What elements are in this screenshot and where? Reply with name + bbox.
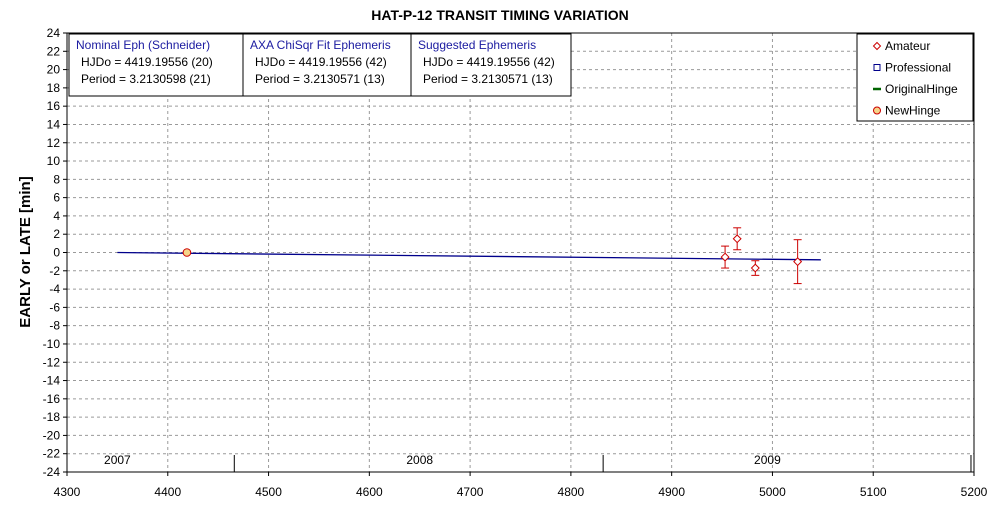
amateur-point — [793, 257, 803, 267]
ephemeris-period: Period = 3.2130598 (21) — [81, 72, 211, 86]
y-tick-label: 24 — [47, 26, 61, 40]
y-tick-label: -20 — [43, 428, 61, 442]
y-tick-label: 22 — [47, 44, 61, 58]
x-tick-label: 4400 — [154, 485, 181, 499]
y-tick-label: -22 — [43, 447, 61, 461]
legend-label: OriginalHinge — [885, 82, 958, 96]
x-tick-label: 4900 — [658, 485, 685, 499]
ephemeris-fit-line — [117, 251, 821, 261]
y-tick-label: 16 — [47, 99, 61, 113]
y-tick-label: 12 — [47, 136, 61, 150]
y-tick-label: 6 — [53, 191, 60, 205]
x-tick-label: 4500 — [255, 485, 282, 499]
amateur-point — [720, 252, 730, 262]
ephemeris-hjdo: HJDo = 4419.19556 (20) — [81, 55, 213, 69]
x-tick-label: 4300 — [54, 485, 81, 499]
x-tick-label: 4700 — [457, 485, 484, 499]
y-tick-label: -6 — [49, 300, 60, 314]
y-tick-label: -2 — [49, 264, 60, 278]
ephemeris-hjdo: HJDo = 4419.19556 (42) — [423, 55, 555, 69]
legend-label: Professional — [885, 61, 951, 75]
x-tick-label: 4800 — [558, 485, 585, 499]
x-tick-label: 5100 — [860, 485, 887, 499]
ephemeris-info-panel: Nominal Eph (Schneider) HJDo = 4419.19556… — [68, 33, 572, 97]
year-markers: 2007 2008 2009 — [104, 453, 972, 472]
y-tick-label: -18 — [43, 410, 61, 424]
legend-marker-amateur — [872, 41, 882, 51]
y-tick-label: -4 — [49, 282, 60, 296]
y-tick-label: 2 — [53, 227, 60, 241]
x-tick-label: 5200 — [961, 485, 988, 499]
chart-title: HAT-P-12 TRANSIT TIMING VARIATION — [371, 7, 628, 23]
y-tick-label: -8 — [49, 319, 60, 333]
legend-marker-newhinge — [873, 106, 881, 115]
y-tick-label: 8 — [53, 172, 60, 186]
y-tick-label: 4 — [53, 209, 60, 223]
legend-marker-professional — [873, 64, 881, 71]
ephemeris-heading: Nominal Eph (Schneider) — [76, 38, 210, 52]
y-tick-label: 14 — [47, 117, 61, 131]
legend: Amateur Professional OriginalHinge NewHinge — [856, 33, 974, 122]
ephemeris-period: Period = 3.2130571 (13) — [423, 72, 553, 86]
y-tick-label: 10 — [47, 154, 61, 168]
grid — [67, 33, 974, 472]
y-tick-label: -16 — [43, 392, 61, 406]
newhinge-point — [182, 248, 192, 257]
y-tick-label: 18 — [47, 81, 61, 95]
y-tick-label: -12 — [43, 355, 61, 369]
amateur-point — [732, 234, 742, 244]
y-tick-label: -24 — [43, 465, 61, 479]
y-tick-label: -14 — [43, 374, 61, 388]
year-label: 2009 — [754, 453, 781, 467]
info-box-frame — [68, 33, 572, 97]
amateur-point — [750, 263, 760, 273]
x-tick-label: 4600 — [356, 485, 383, 499]
y-tick-label: -10 — [43, 337, 61, 351]
axes: 242220181614121086420-2-4-6-8-10-12-14-1… — [43, 26, 988, 499]
year-label: 2008 — [406, 453, 433, 467]
x-tick-label: 5000 — [759, 485, 786, 499]
ephemeris-hjdo: HJDo = 4419.19556 (42) — [255, 55, 387, 69]
y-axis-label: EARLY or LATE [min] — [17, 176, 34, 327]
y-tick-label: 20 — [47, 63, 61, 77]
year-label: 2007 — [104, 453, 131, 467]
ephemeris-heading: AXA ChiSqr Fit Ephemeris — [250, 38, 391, 52]
legend-label: NewHinge — [885, 104, 941, 118]
plot-area — [117, 227, 821, 285]
y-tick-label: 0 — [53, 246, 60, 260]
ephemeris-heading: Suggested Ephemeris — [418, 38, 536, 52]
legend-label: Amateur — [885, 39, 930, 53]
ephemeris-period: Period = 3.2130571 (13) — [255, 72, 385, 86]
